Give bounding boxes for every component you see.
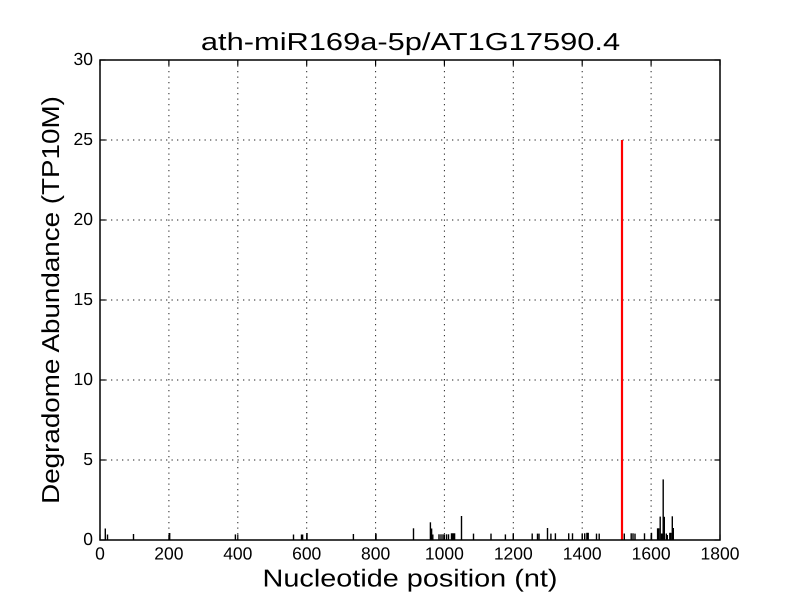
svg-text:Degradome Abundance (TP10M): Degradome Abundance (TP10M) [38, 96, 65, 504]
svg-text:5: 5 [83, 449, 93, 469]
svg-text:15: 15 [74, 289, 93, 309]
svg-text:1800: 1800 [701, 544, 740, 564]
svg-text:800: 800 [361, 544, 390, 564]
svg-text:0: 0 [95, 544, 105, 564]
svg-text:20: 20 [74, 209, 94, 229]
svg-text:30: 30 [74, 49, 94, 69]
svg-text:25: 25 [74, 129, 93, 149]
svg-text:Nucleotide position (nt): Nucleotide position (nt) [263, 565, 558, 592]
svg-text:1000: 1000 [425, 544, 464, 564]
svg-text:0: 0 [83, 529, 93, 549]
svg-text:200: 200 [154, 544, 183, 564]
svg-text:1600: 1600 [632, 544, 671, 564]
svg-text:10: 10 [74, 369, 94, 389]
svg-text:1200: 1200 [494, 544, 533, 564]
svg-text:400: 400 [223, 544, 252, 564]
svg-text:600: 600 [292, 544, 321, 564]
svg-text:1400: 1400 [563, 544, 602, 564]
svg-text:ath-miR169a-5p/AT1G17590.4: ath-miR169a-5p/AT1G17590.4 [201, 29, 620, 56]
